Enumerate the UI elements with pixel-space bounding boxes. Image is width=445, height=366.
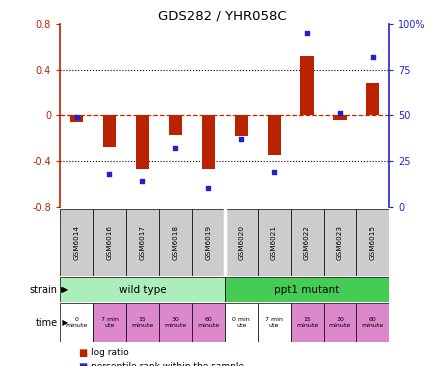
Text: 30
minute: 30 minute xyxy=(164,317,186,328)
Text: 60
minute: 60 minute xyxy=(197,317,219,328)
Text: 15
minute: 15 minute xyxy=(296,317,318,328)
Text: 0
minute: 0 minute xyxy=(65,317,88,328)
Bar xyxy=(169,115,182,135)
Text: 7 min
ute: 7 min ute xyxy=(101,317,118,328)
Point xyxy=(73,114,80,120)
Text: percentile rank within the sample: percentile rank within the sample xyxy=(91,362,244,366)
Text: GSM6015: GSM6015 xyxy=(370,225,376,260)
Text: 7 min
ute: 7 min ute xyxy=(265,317,283,328)
Text: wild type: wild type xyxy=(118,285,166,295)
Text: GSM6017: GSM6017 xyxy=(139,225,146,260)
Point xyxy=(336,111,344,116)
Bar xyxy=(60,277,225,302)
Bar xyxy=(324,303,356,342)
Bar xyxy=(225,209,258,276)
Bar xyxy=(93,209,126,276)
Bar xyxy=(202,115,215,169)
Point xyxy=(238,136,245,142)
Bar xyxy=(159,303,192,342)
Text: GSM6014: GSM6014 xyxy=(73,225,80,260)
Bar xyxy=(93,303,126,342)
Text: ▶: ▶ xyxy=(61,285,67,294)
Text: GSM6018: GSM6018 xyxy=(172,225,178,260)
Text: GSM6022: GSM6022 xyxy=(304,225,310,260)
Text: GSM6016: GSM6016 xyxy=(106,225,113,260)
Text: ▶: ▶ xyxy=(60,318,68,327)
Bar xyxy=(366,83,380,115)
Point xyxy=(205,186,212,191)
Bar xyxy=(192,303,225,342)
Text: ■: ■ xyxy=(78,348,87,358)
Bar xyxy=(235,115,248,136)
Bar xyxy=(291,303,324,342)
Bar xyxy=(333,115,347,120)
Bar xyxy=(258,209,291,276)
Text: 60
minute: 60 minute xyxy=(362,317,384,328)
Text: GDS282 / YHR058C: GDS282 / YHR058C xyxy=(158,9,287,22)
Text: GSM6019: GSM6019 xyxy=(205,225,211,260)
Bar xyxy=(159,209,192,276)
Bar xyxy=(300,56,314,115)
Bar xyxy=(103,115,116,147)
Bar xyxy=(324,209,356,276)
Text: ppt1 mutant: ppt1 mutant xyxy=(275,285,340,295)
Bar xyxy=(192,209,225,276)
Text: 30
minute: 30 minute xyxy=(329,317,351,328)
Bar xyxy=(136,115,149,169)
Bar xyxy=(126,303,159,342)
Text: 0 min
ute: 0 min ute xyxy=(232,317,250,328)
Point xyxy=(139,178,146,184)
Text: strain: strain xyxy=(30,285,58,295)
Bar xyxy=(126,209,159,276)
Text: ▶: ▶ xyxy=(60,285,68,294)
Text: GSM6023: GSM6023 xyxy=(337,225,343,260)
Bar xyxy=(258,303,291,342)
Point xyxy=(172,145,179,151)
Text: GSM6020: GSM6020 xyxy=(238,225,244,260)
Bar xyxy=(267,115,281,155)
Bar xyxy=(60,303,93,342)
Point xyxy=(303,30,311,36)
Bar xyxy=(356,209,389,276)
Bar xyxy=(60,209,93,276)
Bar xyxy=(225,277,389,302)
Bar xyxy=(225,303,258,342)
Text: GSM6021: GSM6021 xyxy=(271,225,277,260)
Text: log ratio: log ratio xyxy=(91,348,129,357)
Text: time: time xyxy=(36,318,58,328)
Text: 15
minute: 15 minute xyxy=(131,317,154,328)
Bar xyxy=(356,303,389,342)
Point xyxy=(106,171,113,177)
Point xyxy=(271,169,278,175)
Bar xyxy=(291,209,324,276)
Text: ■: ■ xyxy=(78,362,87,366)
Bar xyxy=(70,115,83,122)
Point xyxy=(369,54,376,60)
